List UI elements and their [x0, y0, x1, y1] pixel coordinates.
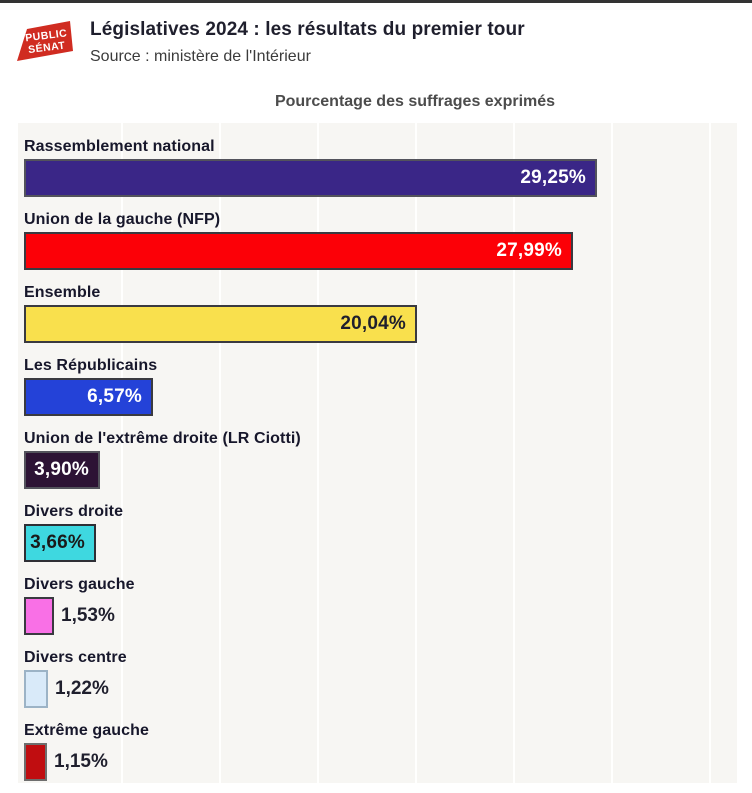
- top-accent-line: [0, 0, 752, 3]
- svg-text:PUBLIC: PUBLIC: [25, 27, 68, 44]
- bar-category-label: Divers droite: [24, 503, 124, 520]
- bar-value-label: 3,90%: [34, 459, 89, 480]
- bar-category-label: Ensemble: [24, 284, 101, 301]
- bar-group: Union de la gauche (NFP) 27,99%: [24, 210, 737, 270]
- bar-group: Divers droite 3,66%: [24, 502, 737, 562]
- bar[interactable]: 6,57%: [24, 378, 153, 416]
- gridline: [317, 123, 319, 783]
- bar-value-label-outside: 1,22%: [55, 678, 109, 699]
- bar[interactable]: 27,99%: [24, 232, 573, 270]
- bar-category-label: Extrême gauche: [24, 722, 150, 739]
- bar[interactable]: 3,66%: [24, 524, 96, 562]
- bar-category-label: Les Républicains: [24, 357, 158, 374]
- source-line: Source : ministère de l'Intérieur: [90, 48, 311, 65]
- bar-category-label: Union de la gauche (NFP): [24, 211, 221, 228]
- bar-group: Union de l'extrême droite (LR Ciotti) 3,…: [24, 429, 737, 489]
- bar-group: Les Républicains 6,57%: [24, 356, 737, 416]
- bar-category-label: Divers gauche: [24, 576, 135, 593]
- bar-value-label: 20,04%: [340, 313, 406, 334]
- bar[interactable]: [24, 670, 48, 708]
- bar-category-label: Divers centre: [24, 649, 127, 666]
- gridline: [415, 123, 417, 783]
- chart-plot-area: Rassemblement national 29,25% Union de l…: [18, 123, 737, 783]
- gridline: [709, 123, 711, 783]
- bar-value-label: 29,25%: [520, 167, 586, 188]
- page-title: Législatives 2024 : les résultats du pre…: [90, 19, 525, 40]
- bar-value-label: 27,99%: [496, 240, 562, 261]
- public-senat-logo[interactable]: PUBLIC SÉNAT: [14, 16, 76, 64]
- bar-group: Rassemblement national 29,25%: [24, 137, 737, 197]
- bar[interactable]: 3,90%: [24, 451, 100, 489]
- bar-chart: Rassemblement national 29,25% Union de l…: [18, 123, 737, 781]
- bar-group: Extrême gauche 1,15%: [24, 721, 737, 781]
- bar[interactable]: [24, 743, 47, 781]
- header: PUBLIC SÉNAT Législatives 2024 : les rés…: [0, 3, 752, 66]
- bar-category-label: Union de l'extrême droite (LR Ciotti): [24, 430, 301, 447]
- public-senat-logo-icon: PUBLIC SÉNAT: [17, 21, 73, 61]
- bar-value-label: 3,66%: [30, 532, 85, 553]
- gridline: [611, 123, 613, 783]
- bar[interactable]: 29,25%: [24, 159, 597, 197]
- bar-group: Divers centre 1,22%: [24, 648, 737, 708]
- bar-category-label: Rassemblement national: [24, 138, 215, 155]
- gridline: [219, 123, 221, 783]
- svg-text:SÉNAT: SÉNAT: [27, 39, 66, 56]
- bar[interactable]: [24, 597, 54, 635]
- gridline: [513, 123, 515, 783]
- bar-group: Ensemble 20,04%: [24, 283, 737, 343]
- chart-title: Pourcentage des suffrages exprimés: [274, 93, 556, 110]
- bar-group: Divers gauche 1,53%: [24, 575, 737, 635]
- gridline: [121, 123, 123, 783]
- bar[interactable]: 20,04%: [24, 305, 417, 343]
- bar-value-label-outside: 1,15%: [54, 751, 108, 772]
- bar-value-label: 6,57%: [87, 386, 142, 407]
- bar-value-label-outside: 1,53%: [61, 605, 115, 626]
